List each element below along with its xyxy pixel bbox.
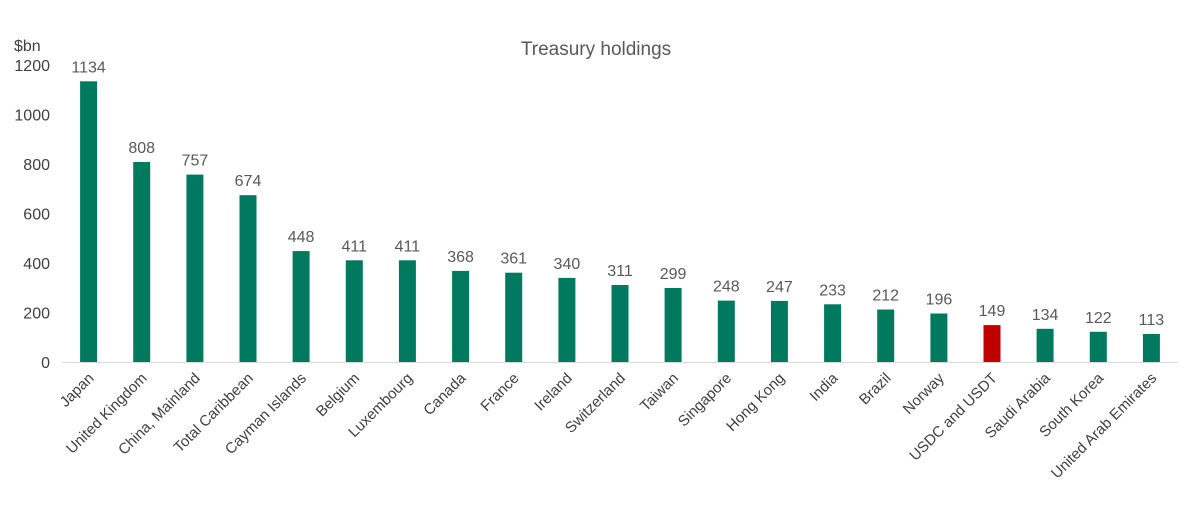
bar xyxy=(611,285,629,362)
bar xyxy=(186,174,204,362)
bar xyxy=(1142,334,1160,362)
category-label: United Arab Emirates xyxy=(1048,370,1160,482)
category-label: Belgium xyxy=(313,370,363,420)
y-axis-ticks: 0 200 400 600 800 1000 1200 xyxy=(14,58,50,372)
y-tick-label: 1000 xyxy=(14,108,50,125)
bar xyxy=(452,270,470,362)
bar-value-label: 674 xyxy=(235,173,262,190)
category-label: Hong Kong xyxy=(723,370,788,435)
bar-value-label: 134 xyxy=(1032,307,1059,324)
y-tick-label: 1200 xyxy=(14,58,50,75)
bar xyxy=(80,81,98,363)
y-tick-label: 0 xyxy=(41,355,50,372)
bar xyxy=(133,162,151,362)
chart-title: Treasury holdings xyxy=(521,39,671,60)
y-tick-label: 600 xyxy=(23,207,50,224)
category-label: Norway xyxy=(900,369,948,417)
bar-value-label: 808 xyxy=(128,140,155,157)
y-tick-label: 800 xyxy=(23,157,50,174)
category-label: France xyxy=(477,370,522,415)
bar-value-label: 311 xyxy=(607,263,633,280)
bar-value-label: 1134 xyxy=(71,59,106,76)
bar xyxy=(983,325,1001,362)
bars-group xyxy=(80,81,1160,363)
bar xyxy=(877,309,895,362)
bar xyxy=(824,304,842,362)
bar-value-label: 368 xyxy=(447,249,474,266)
bar xyxy=(1036,328,1054,362)
bar-value-label: 212 xyxy=(872,288,899,305)
bar-value-label: 149 xyxy=(979,303,1006,320)
y-tick-label: 200 xyxy=(23,306,50,323)
category-label: Ireland xyxy=(531,370,575,414)
bar xyxy=(717,300,735,362)
category-label: Canada xyxy=(420,369,470,419)
bar xyxy=(505,272,523,362)
bar xyxy=(770,300,788,362)
bar-value-label: 233 xyxy=(819,282,846,299)
bar-value-label: 196 xyxy=(926,292,953,309)
bar-value-label: 411 xyxy=(395,238,421,255)
data-labels-group: 1134 808 757 674 448 411 411 368 361 340 311 299 248… xyxy=(71,59,1164,329)
bar xyxy=(292,251,310,362)
bar-value-label: 113 xyxy=(1139,312,1165,329)
bar-value-label: 448 xyxy=(288,229,315,246)
bar xyxy=(664,288,682,362)
category-label: India xyxy=(806,369,841,404)
category-label: Japan xyxy=(57,370,98,411)
bar xyxy=(345,260,363,362)
bar-value-label: 299 xyxy=(660,266,687,283)
bar-value-label: 122 xyxy=(1085,310,1112,327)
category-label: Taiwan xyxy=(637,370,682,415)
bar xyxy=(239,195,257,362)
bar-value-label: 411 xyxy=(342,238,368,255)
bar-value-label: 757 xyxy=(182,153,209,170)
bar xyxy=(930,313,948,362)
bar-value-label: 248 xyxy=(713,279,740,296)
y-tick-label: 400 xyxy=(23,256,50,273)
bar xyxy=(558,277,576,362)
bar xyxy=(1089,331,1107,362)
y-axis-unit-label: $bn xyxy=(14,38,41,55)
bar-value-label: 361 xyxy=(500,251,527,268)
bar xyxy=(398,260,416,362)
category-label: Brazil xyxy=(856,370,895,409)
bar-value-label: 247 xyxy=(766,279,793,296)
bar-value-label: 340 xyxy=(554,256,581,273)
